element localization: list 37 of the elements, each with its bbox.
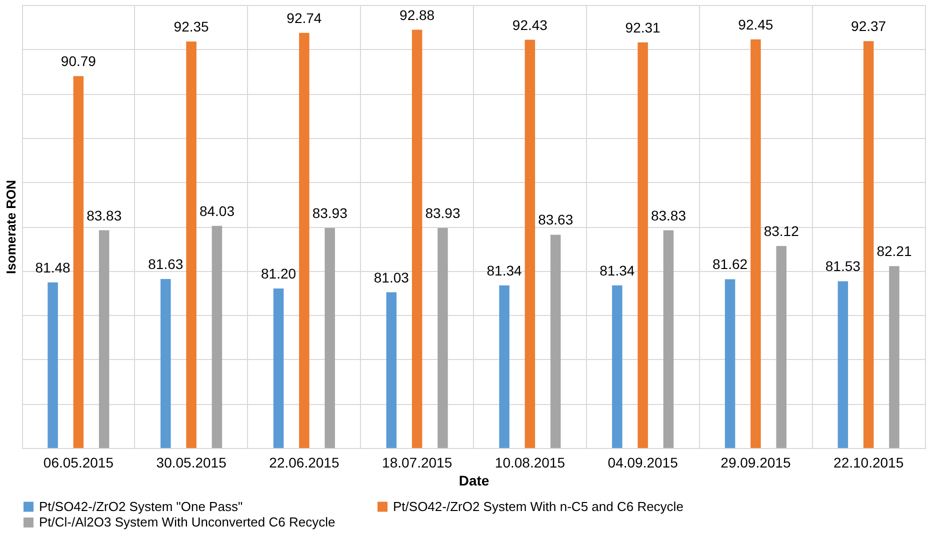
data-label: 81.48 [35,259,71,276]
data-label: 83.93 [312,205,348,222]
x-tick-label: 29.09.2015 [720,454,791,470]
data-label: 84.03 [199,202,235,219]
x-tick-label: 10.08.2015 [494,454,566,470]
data-label: 83.83 [650,207,686,224]
data-label: 81.03 [374,269,410,286]
data-label: 92.43 [512,16,548,33]
data-label: 83.83 [86,207,122,224]
data-label: 92.74 [286,10,322,26]
data-label: 81.34 [600,262,635,278]
x-tick-label: 22.10.2015 [834,454,904,470]
data-label: 81.63 [148,256,184,272]
data-label: 83.12 [764,222,800,239]
y-axis-title: Isomerate RON [4,180,18,274]
x-tick-label: 18.07.2015 [382,454,452,470]
data-label: 90.79 [60,53,96,70]
data-label: 83.93 [425,205,460,222]
data-label: 83.63 [538,212,574,228]
x-tick-label: 22.06.2015 [269,454,340,470]
x-tick-label: 06.05.2015 [43,454,114,470]
data-label: 92.37 [851,18,886,34]
data-label: 81.62 [712,256,748,272]
x-axis-title: Date [458,472,490,488]
x-tick-label: 30.05.2015 [156,454,227,470]
data-label: 81.34 [486,262,522,278]
data-label: 92.88 [400,6,435,23]
data-label: 81.53 [825,258,861,274]
x-tick-label: 04.09.2015 [608,454,678,470]
data-label: 92.35 [174,18,210,35]
legend-label: Pt/SO42-/ZrO2 System With n-C5 and C6 Recycle [393,498,684,514]
data-label: 92.45 [738,16,774,32]
legend-label: Pt/Cl-/Al2O3 System With Unconverted C6 Recycle [39,514,336,530]
legend-label: Pt/SO42-/ZrO2 System "One Pass" [39,498,243,514]
data-label: 81.20 [261,266,296,282]
data-label: 92.31 [625,19,661,36]
data-label: 82.21 [876,243,912,260]
